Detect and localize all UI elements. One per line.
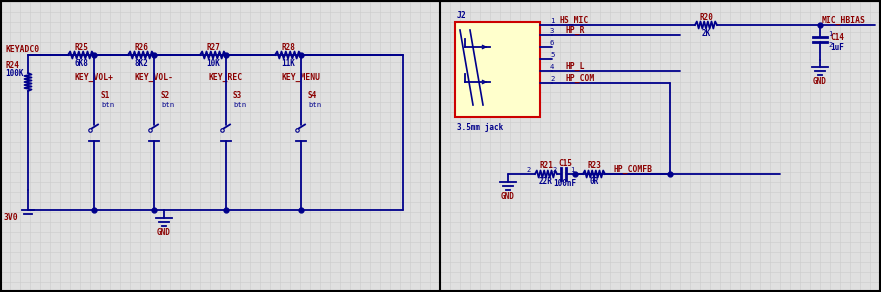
Text: C14: C14 [830, 32, 844, 41]
Text: R20: R20 [699, 13, 713, 22]
Text: R25: R25 [74, 43, 88, 51]
Text: GND: GND [157, 228, 171, 237]
Text: btn: btn [308, 102, 322, 108]
Bar [455, 22, 540, 117]
Text: btn: btn [233, 102, 246, 108]
Text: 100nF: 100nF [553, 180, 576, 189]
Text: 3: 3 [550, 28, 554, 34]
Text: 1: 1 [570, 167, 574, 173]
Text: HP_R: HP_R [565, 25, 584, 34]
Text: R21: R21 [539, 161, 553, 171]
Text: GND: GND [813, 77, 827, 86]
Text: 0R: 0R [589, 178, 598, 187]
Text: HP_COM: HP_COM [565, 74, 595, 83]
Text: MIC_HBIAS: MIC_HBIAS [822, 15, 866, 25]
Text: 11K: 11K [281, 58, 295, 67]
Text: J2: J2 [457, 11, 467, 20]
Text: 2: 2 [828, 42, 833, 48]
Text: HS_MIC: HS_MIC [560, 15, 589, 25]
Text: 3.5mm jack: 3.5mm jack [457, 123, 503, 131]
Text: R28: R28 [281, 43, 295, 51]
Text: 2K: 2K [701, 29, 711, 37]
Text: 3V0: 3V0 [4, 213, 18, 223]
Text: S4: S4 [308, 91, 317, 100]
Text: 6K8: 6K8 [74, 58, 88, 67]
Text: C15: C15 [558, 159, 572, 168]
Text: R27: R27 [206, 43, 220, 51]
Text: 2: 2 [527, 167, 531, 173]
Text: 4: 4 [550, 64, 554, 70]
Text: 2: 2 [550, 76, 554, 82]
Text: 2: 2 [552, 167, 557, 173]
Text: S2: S2 [161, 91, 170, 100]
Text: S3: S3 [233, 91, 242, 100]
Text: HP_COMFB: HP_COMFB [613, 164, 652, 173]
Text: KEY_MENU: KEY_MENU [282, 72, 321, 81]
Text: 22R: 22R [539, 178, 553, 187]
Text: 6: 6 [550, 40, 554, 46]
Text: btn: btn [101, 102, 115, 108]
Text: 1: 1 [550, 18, 554, 24]
Text: KEY_VOL-: KEY_VOL- [135, 72, 174, 81]
Text: 100K: 100K [5, 69, 24, 79]
Text: R26: R26 [134, 43, 148, 51]
Text: 5: 5 [550, 52, 554, 58]
Text: 1uF: 1uF [830, 43, 844, 51]
Text: btn: btn [161, 102, 174, 108]
Text: GND: GND [501, 192, 515, 201]
Text: 1: 1 [828, 31, 833, 37]
Text: R23: R23 [587, 161, 601, 171]
Text: R24: R24 [5, 60, 19, 69]
Text: HP_L: HP_L [565, 61, 584, 71]
Text: KEY_VOL+: KEY_VOL+ [75, 72, 114, 81]
Text: S1: S1 [101, 91, 110, 100]
Text: 10K: 10K [206, 58, 220, 67]
Text: 8K2: 8K2 [134, 58, 148, 67]
Text: KEYADC0: KEYADC0 [5, 44, 39, 53]
Text: KEY_REC: KEY_REC [209, 72, 243, 81]
